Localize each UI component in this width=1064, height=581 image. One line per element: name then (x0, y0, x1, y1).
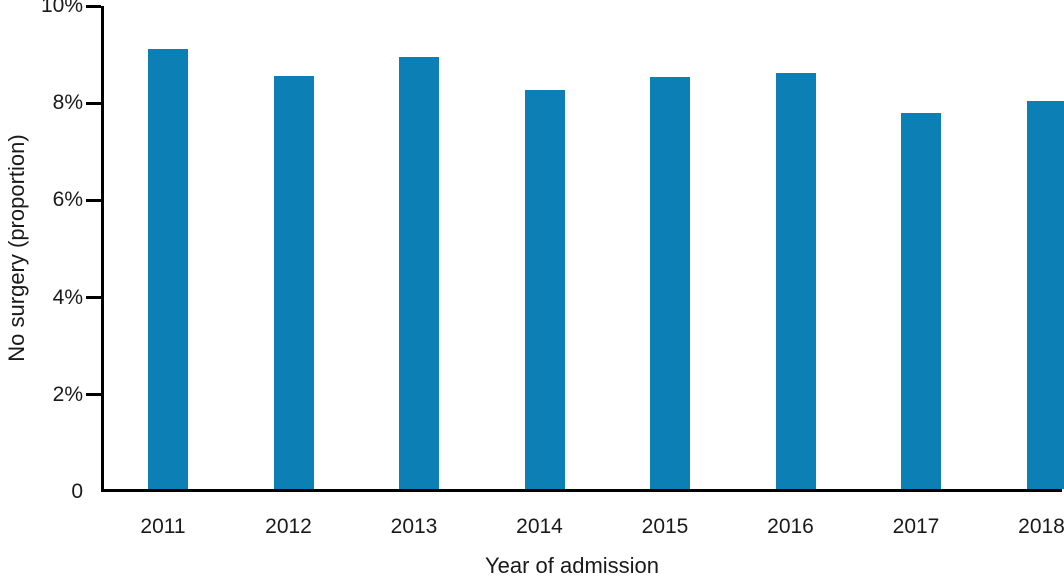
y-tick-label-4: 4% (52, 285, 83, 309)
bar-2018 (1026, 101, 1064, 489)
y-tick-label-8: 8% (52, 91, 83, 115)
y-tick-10 (86, 4, 101, 8)
x-tick-label-2011: 2011 (140, 515, 186, 538)
y-tick-8 (86, 101, 101, 105)
y-tick-label-0: 0 (71, 480, 83, 503)
x-tick-label-2017: 2017 (892, 515, 940, 538)
y-tick-6 (86, 198, 101, 202)
x-axis-title: Year of admission (484, 553, 660, 578)
x-tick-label-2013: 2013 (390, 515, 438, 538)
bar-2014 (524, 90, 565, 489)
x-tick-label-2016: 2016 (767, 515, 814, 538)
x-tick-label-2015: 2015 (641, 515, 689, 538)
x-tick-label-2018: 2018 (1018, 515, 1064, 538)
y-tick-label-6: 6% (52, 188, 83, 212)
bar-2016 (775, 72, 816, 489)
y-tick-4 (86, 296, 101, 300)
x-tick-label-2012: 2012 (265, 515, 312, 538)
bar-2013 (399, 57, 439, 489)
plot-area (101, 6, 1064, 492)
bar-2015 (650, 77, 690, 489)
y-tick-2 (86, 393, 101, 397)
y-axis-title: No surgery (proportion) (4, 134, 29, 362)
y-tick-label-2: 2% (52, 382, 83, 406)
y-tick-label-10: 10% (40, 0, 83, 17)
x-tick-label-2014: 2014 (516, 515, 563, 538)
bar-2012 (273, 76, 314, 489)
bar-2017 (901, 112, 941, 489)
bar-2011 (148, 48, 188, 489)
